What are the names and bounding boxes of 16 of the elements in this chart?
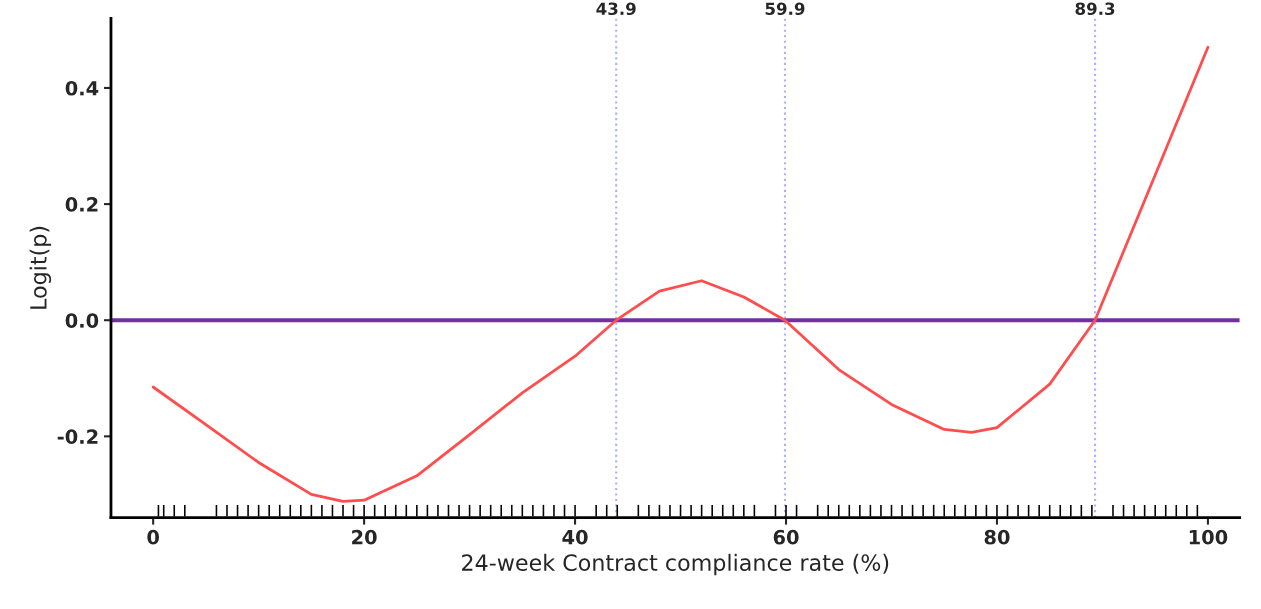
y-tick-label: 0.0: [65, 313, 99, 328]
x-tick-label: 60: [773, 529, 799, 545]
line-series: [151, 45, 1210, 503]
y-tick-label: -0.2: [57, 429, 98, 445]
y-axis-title: Logit(p): [29, 226, 52, 309]
x-tick-label: 40: [562, 529, 588, 545]
y-tick-label: 0.2: [65, 197, 98, 212]
x-axis-title: 24-week Contract compliance rate (%): [462, 553, 889, 576]
y-tick-label: 0.4: [65, 80, 99, 96]
ref-line-label: 59.9: [765, 2, 805, 16]
x-tick-label: 100: [1189, 529, 1228, 545]
x-tick-label: 80: [984, 529, 1010, 545]
x-tick-label: 20: [352, 529, 377, 545]
ref-line-label: 43.9: [596, 2, 636, 16]
x-tick-label: 0: [147, 529, 159, 545]
ref-line-label: 89.3: [1075, 2, 1115, 16]
